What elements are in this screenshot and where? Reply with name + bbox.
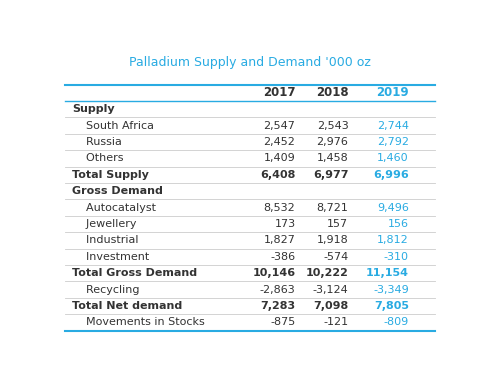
Text: 2017: 2017: [263, 86, 296, 99]
Text: 6,977: 6,977: [313, 170, 348, 180]
Text: Recycling: Recycling: [72, 285, 140, 294]
Text: 1,827: 1,827: [264, 235, 296, 245]
Text: Others: Others: [72, 153, 124, 163]
Text: 2,744: 2,744: [377, 121, 409, 131]
Text: Supply: Supply: [72, 104, 115, 114]
Text: Movements in Stocks: Movements in Stocks: [72, 318, 205, 327]
Text: 2,543: 2,543: [317, 121, 348, 131]
Text: 2018: 2018: [316, 86, 348, 99]
Text: Autocatalyst: Autocatalyst: [72, 203, 156, 213]
Text: Industrial: Industrial: [72, 235, 139, 245]
Text: Investment: Investment: [72, 252, 150, 262]
Text: 1,918: 1,918: [317, 235, 348, 245]
Text: 2,976: 2,976: [317, 137, 348, 147]
Text: 11,154: 11,154: [366, 268, 409, 278]
Text: 9,496: 9,496: [377, 203, 409, 213]
Text: Palladium Supply and Demand '000 oz: Palladium Supply and Demand '000 oz: [129, 56, 371, 68]
Text: Russia: Russia: [72, 137, 122, 147]
Text: 2,547: 2,547: [264, 121, 296, 131]
Text: 7,283: 7,283: [261, 301, 296, 311]
Text: 8,721: 8,721: [317, 203, 348, 213]
Text: 1,812: 1,812: [377, 235, 409, 245]
Text: Jewellery: Jewellery: [72, 219, 137, 229]
Text: Gross Demand: Gross Demand: [72, 186, 163, 196]
Text: -2,863: -2,863: [260, 285, 296, 294]
Text: 1,460: 1,460: [377, 153, 409, 163]
Text: 157: 157: [327, 219, 348, 229]
Text: 1,409: 1,409: [264, 153, 296, 163]
Text: 10,146: 10,146: [252, 268, 296, 278]
Text: 8,532: 8,532: [264, 203, 296, 213]
Text: -310: -310: [384, 252, 409, 262]
Text: -3,349: -3,349: [373, 285, 409, 294]
Text: 7,098: 7,098: [313, 301, 348, 311]
Text: -809: -809: [384, 318, 409, 327]
Text: -121: -121: [324, 318, 348, 327]
Text: -3,124: -3,124: [313, 285, 348, 294]
Text: 10,222: 10,222: [305, 268, 348, 278]
Text: 2,792: 2,792: [377, 137, 409, 147]
Text: -386: -386: [270, 252, 296, 262]
Text: 2019: 2019: [376, 86, 409, 99]
Text: 1,458: 1,458: [317, 153, 348, 163]
Text: Total Gross Demand: Total Gross Demand: [72, 268, 198, 278]
Text: South Africa: South Africa: [72, 121, 154, 131]
Text: Total Supply: Total Supply: [72, 170, 149, 180]
Text: -574: -574: [323, 252, 348, 262]
Text: 7,805: 7,805: [374, 301, 409, 311]
Text: 173: 173: [274, 219, 296, 229]
Text: 6,996: 6,996: [373, 170, 409, 180]
Text: 156: 156: [388, 219, 409, 229]
Text: 2,452: 2,452: [264, 137, 296, 147]
Text: Total Net demand: Total Net demand: [72, 301, 183, 311]
Text: -875: -875: [270, 318, 296, 327]
Text: 6,408: 6,408: [260, 170, 296, 180]
